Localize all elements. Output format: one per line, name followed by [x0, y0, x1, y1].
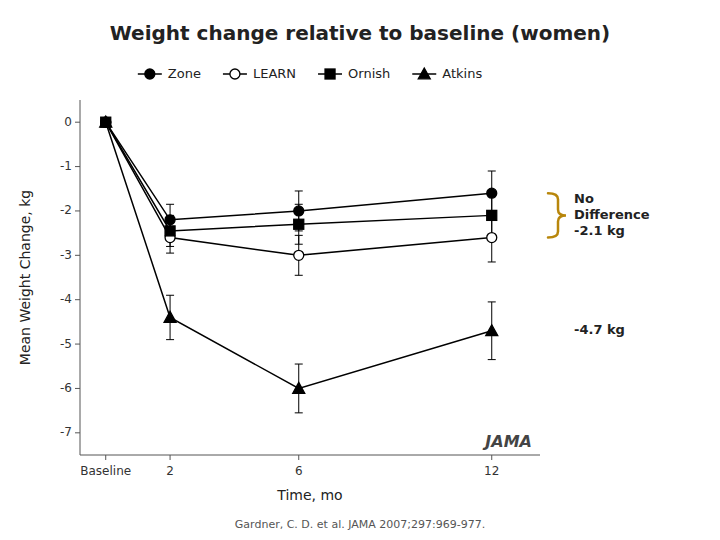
error-bar: [166, 204, 174, 235]
x-tick: [105, 455, 106, 460]
point: [101, 117, 111, 127]
legend-label: LEARN: [253, 66, 296, 81]
series-line: [106, 122, 492, 231]
point: [101, 117, 111, 127]
annotation-line: Difference: [574, 207, 650, 222]
title: Weight change relative to baseline (wome…: [110, 21, 610, 45]
error-bar: [488, 193, 496, 237]
point: [487, 210, 497, 220]
point: [100, 116, 112, 127]
legend-item: LEARN: [223, 66, 296, 81]
y-tick: [75, 166, 80, 167]
error-bar-cap: [295, 412, 303, 413]
annotation-line: -2.1 kg: [574, 223, 625, 238]
y-tick: [75, 344, 80, 345]
legend-label: Zone: [168, 66, 201, 81]
error-bar: [166, 215, 174, 246]
error-bar-cap: [295, 190, 303, 191]
point: [165, 215, 175, 225]
point: [164, 311, 176, 322]
legend-item: Zone: [138, 66, 201, 81]
y-axis-line: [80, 100, 81, 455]
source: Gardner, C. D. et al. JAMA 2007;297:969-…: [235, 518, 485, 531]
y-tick-label: -3: [60, 248, 72, 262]
error-bar-cap: [295, 364, 303, 365]
error-bar-cap: [295, 244, 303, 245]
y-axis-label: Mean Weight Change, kg: [17, 190, 33, 365]
legend: Zone LEARN Ornish Atkins: [138, 66, 483, 81]
annotation: -4.7 kg: [574, 322, 625, 337]
y-tick-label: -1: [60, 159, 72, 173]
error-bar-cap: [488, 171, 496, 172]
series-line: [106, 122, 492, 255]
y-tick-label: -4: [60, 292, 72, 306]
legend-item: Ornish: [318, 66, 390, 81]
error-bar: [295, 191, 303, 231]
point: [294, 206, 304, 216]
error-bar-cap: [166, 204, 174, 205]
y-tick: [75, 255, 80, 256]
error-bar-cap: [488, 261, 496, 262]
y-tick-label: -5: [60, 337, 72, 351]
x-tick-label: 12: [484, 464, 499, 478]
point: [486, 325, 498, 336]
y-tick: [75, 210, 80, 211]
error-bar-cap: [166, 339, 174, 340]
y-tick-label: 0: [64, 115, 72, 129]
plot-area: [100, 116, 498, 413]
error-bar-cap: [166, 295, 174, 296]
error-bar-cap: [488, 359, 496, 360]
annotation: JAMA: [482, 432, 532, 451]
error-bar-cap: [166, 253, 174, 254]
legend-label: Ornish: [348, 66, 390, 81]
x-axis-line: [80, 455, 540, 456]
error-bar-cap: [166, 246, 174, 247]
background: [0, 0, 720, 540]
annotation-line: No: [574, 191, 594, 206]
x-tick-label: 2: [166, 464, 174, 478]
error-bar-cap: [488, 301, 496, 302]
x-axis-label: Time, mo: [276, 487, 342, 503]
error-bar: [295, 204, 303, 244]
legend-marker: [418, 68, 430, 79]
point: [101, 117, 111, 127]
series-line: [106, 122, 492, 388]
bracket: [548, 193, 566, 237]
y-tick-label: -6: [60, 381, 72, 395]
y-tick: [75, 388, 80, 389]
y-tick: [75, 122, 80, 123]
chart: Weight change relative to baseline (wome…: [0, 0, 720, 540]
legend-marker: [325, 69, 335, 79]
x-tick-label: 6: [295, 464, 303, 478]
legend-marker: [145, 69, 155, 79]
annotation: NoDifference-2.1 kg: [574, 191, 650, 238]
point: [293, 382, 305, 393]
legend-marker: [230, 69, 240, 79]
y-tick: [75, 299, 80, 300]
point: [165, 226, 175, 236]
legend-item: Atkins: [412, 66, 482, 81]
point: [487, 188, 497, 198]
point: [294, 250, 304, 260]
error-bar-cap: [295, 204, 303, 205]
y-tick-label: -2: [60, 203, 72, 217]
error-bar: [166, 222, 174, 253]
y-tick: [75, 432, 80, 433]
y-tick-label: -7: [60, 425, 72, 439]
x-tick-label: Baseline: [80, 464, 131, 478]
error-bar-cap: [295, 275, 303, 276]
x-tick: [491, 455, 492, 460]
legend-label: Atkins: [442, 66, 482, 81]
point: [294, 219, 304, 229]
point: [487, 233, 497, 243]
x-tick: [298, 455, 299, 460]
x-tick: [170, 455, 171, 460]
